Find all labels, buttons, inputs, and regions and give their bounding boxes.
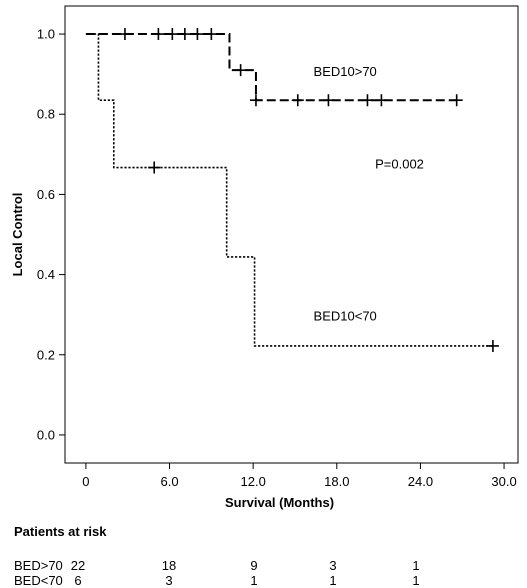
censor-mark (361, 94, 374, 107)
x-tick-label: 6.0 (160, 474, 178, 489)
risk-count: 3 (165, 573, 172, 588)
censor-mark (205, 28, 218, 41)
x-tick-label: 12.0 (241, 474, 266, 489)
censor-mark (450, 94, 463, 107)
y-tick-label: 1.0 (37, 27, 55, 42)
y-tick-label: 0.6 (37, 187, 55, 202)
censor-mark (118, 28, 131, 41)
censor-mark (234, 64, 247, 77)
risk-row-label: BED>70 (14, 558, 63, 573)
annotation-label: BED10<70 (314, 309, 377, 324)
x-tick-label: 0 (82, 474, 89, 489)
risk-row-label: BED<70 (14, 573, 63, 588)
censor-mark (249, 94, 262, 107)
x-tick-label: 18.0 (324, 474, 349, 489)
censor-mark (178, 28, 191, 41)
censor-mark (291, 94, 304, 107)
censor-mark (322, 94, 335, 107)
plot-frame (64, 5, 519, 464)
x-axis-label: Survival (Months) (225, 495, 334, 510)
risk-count: 3 (329, 558, 336, 573)
risk-count: 1 (250, 573, 257, 588)
annotation-label: P=0.002 (375, 156, 424, 171)
series-1 (85, 28, 463, 107)
risk-count: 1 (412, 573, 419, 588)
risk-count: 6 (74, 573, 81, 588)
axes: 0 6.0 12.0 18.0 24.0 30.0 0.0 0.2 0.4 0.6 0.8 1.0 Su… (10, 5, 519, 510)
series-2 (85, 33, 499, 352)
risk-count: 9 (250, 558, 257, 573)
censor-mark (166, 28, 179, 41)
y-tick-label: 0.4 (37, 267, 55, 282)
censor-mark (191, 28, 204, 41)
x-tick-label: 30.0 (491, 474, 516, 489)
y-tick-label: 0.8 (37, 107, 55, 122)
y-tick-label: 0.0 (37, 427, 55, 442)
risk-count: 18 (162, 558, 176, 573)
annotation-label: BED10>70 (314, 64, 377, 79)
censor-mark (486, 339, 499, 352)
risk-count: 22 (71, 558, 85, 573)
censor-mark (148, 161, 161, 174)
censor-mark (152, 28, 165, 41)
x-tick-label: 24.0 (408, 474, 433, 489)
risk-count: 1 (329, 573, 336, 588)
annotation-layer: BED10>70 P=0.002 BED10<70 (314, 64, 424, 324)
series-layer (85, 28, 499, 352)
survival-curve-line (85, 33, 457, 102)
y-axis-label: Local Control (10, 193, 25, 277)
risk-table-title: Patients at risk (14, 524, 107, 539)
censor-mark (375, 94, 388, 107)
risk-count: 1 (412, 558, 419, 573)
y-tick-label: 0.2 (37, 347, 55, 362)
survival-curve-line (85, 33, 493, 347)
